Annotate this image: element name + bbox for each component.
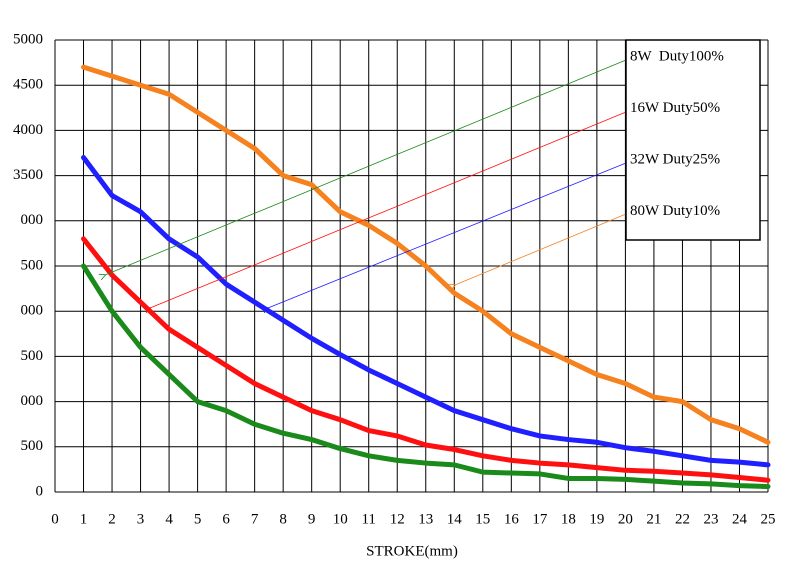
y-tick-label: 000 — [21, 212, 44, 228]
legend: 8W Duty100% 16W Duty50% 32W Duty25% 80W Dut… — [625, 39, 761, 241]
x-tick-label: 19 — [589, 511, 604, 527]
annotation-arrows — [105, 59, 627, 308]
x-tick-label: 1 — [80, 511, 88, 527]
x-tick-label: 22 — [675, 511, 690, 527]
y-tick-label: 5000 — [13, 31, 43, 47]
y-tick-label: 000 — [21, 303, 44, 319]
x-tick-label: 21 — [646, 511, 661, 527]
x-tick-label: 4 — [165, 511, 173, 527]
arrow — [455, 213, 627, 285]
legend-box — [625, 39, 761, 241]
x-tick-label: 16 — [504, 511, 520, 527]
y-tick-label: 500 — [21, 348, 44, 364]
legend-label: 80W Duty10% — [630, 203, 720, 219]
y-tick-label: 500 — [21, 438, 44, 454]
y-tick-label: 0 — [36, 483, 44, 499]
data-line — [81, 64, 771, 445]
data-line — [81, 155, 771, 468]
x-tick-label: 12 — [390, 511, 405, 527]
x-tick-label: 23 — [703, 511, 718, 527]
x-tick-label: 25 — [761, 511, 776, 527]
x-tick-label: 14 — [447, 511, 463, 527]
arrow — [150, 111, 627, 308]
y-tick-label: 000 — [21, 393, 44, 409]
arrow — [268, 162, 627, 308]
x-tick-label: 0 — [51, 511, 59, 527]
x-tick-label: 5 — [194, 511, 202, 527]
x-tick-label: 18 — [561, 511, 576, 527]
x-tick-label: 15 — [475, 511, 490, 527]
legend-label: 16W Duty50% — [630, 100, 720, 116]
x-tick-label: 7 — [251, 511, 259, 527]
legend-label: 32W Duty25% — [630, 151, 720, 167]
x-tick-label: 9 — [308, 511, 316, 527]
x-tick-label: 13 — [418, 511, 433, 527]
y-tick-label: 3500 — [13, 167, 43, 183]
arrow — [105, 59, 627, 275]
x-tick-label: 6 — [222, 511, 230, 527]
x-tick-label: 2 — [108, 511, 116, 527]
x-tick-label: 3 — [137, 511, 145, 527]
x-axis-label: STROKE(mm) — [366, 543, 458, 559]
x-tick-label: 20 — [618, 511, 633, 527]
x-tick-label: 17 — [532, 511, 548, 527]
x-tick-label: 24 — [732, 511, 748, 527]
lines — [81, 64, 771, 490]
x-tick-label: 8 — [279, 511, 287, 527]
data-line — [81, 263, 771, 490]
y-tick-label: 4000 — [13, 122, 43, 138]
x-tick-label: 10 — [333, 511, 348, 527]
x-tick-label: 11 — [361, 511, 375, 527]
data-line — [81, 236, 771, 483]
y-tick-label: 500 — [21, 257, 44, 273]
y-tick-label: 4500 — [13, 77, 43, 93]
legend-label: 8W Duty100% — [630, 48, 724, 64]
